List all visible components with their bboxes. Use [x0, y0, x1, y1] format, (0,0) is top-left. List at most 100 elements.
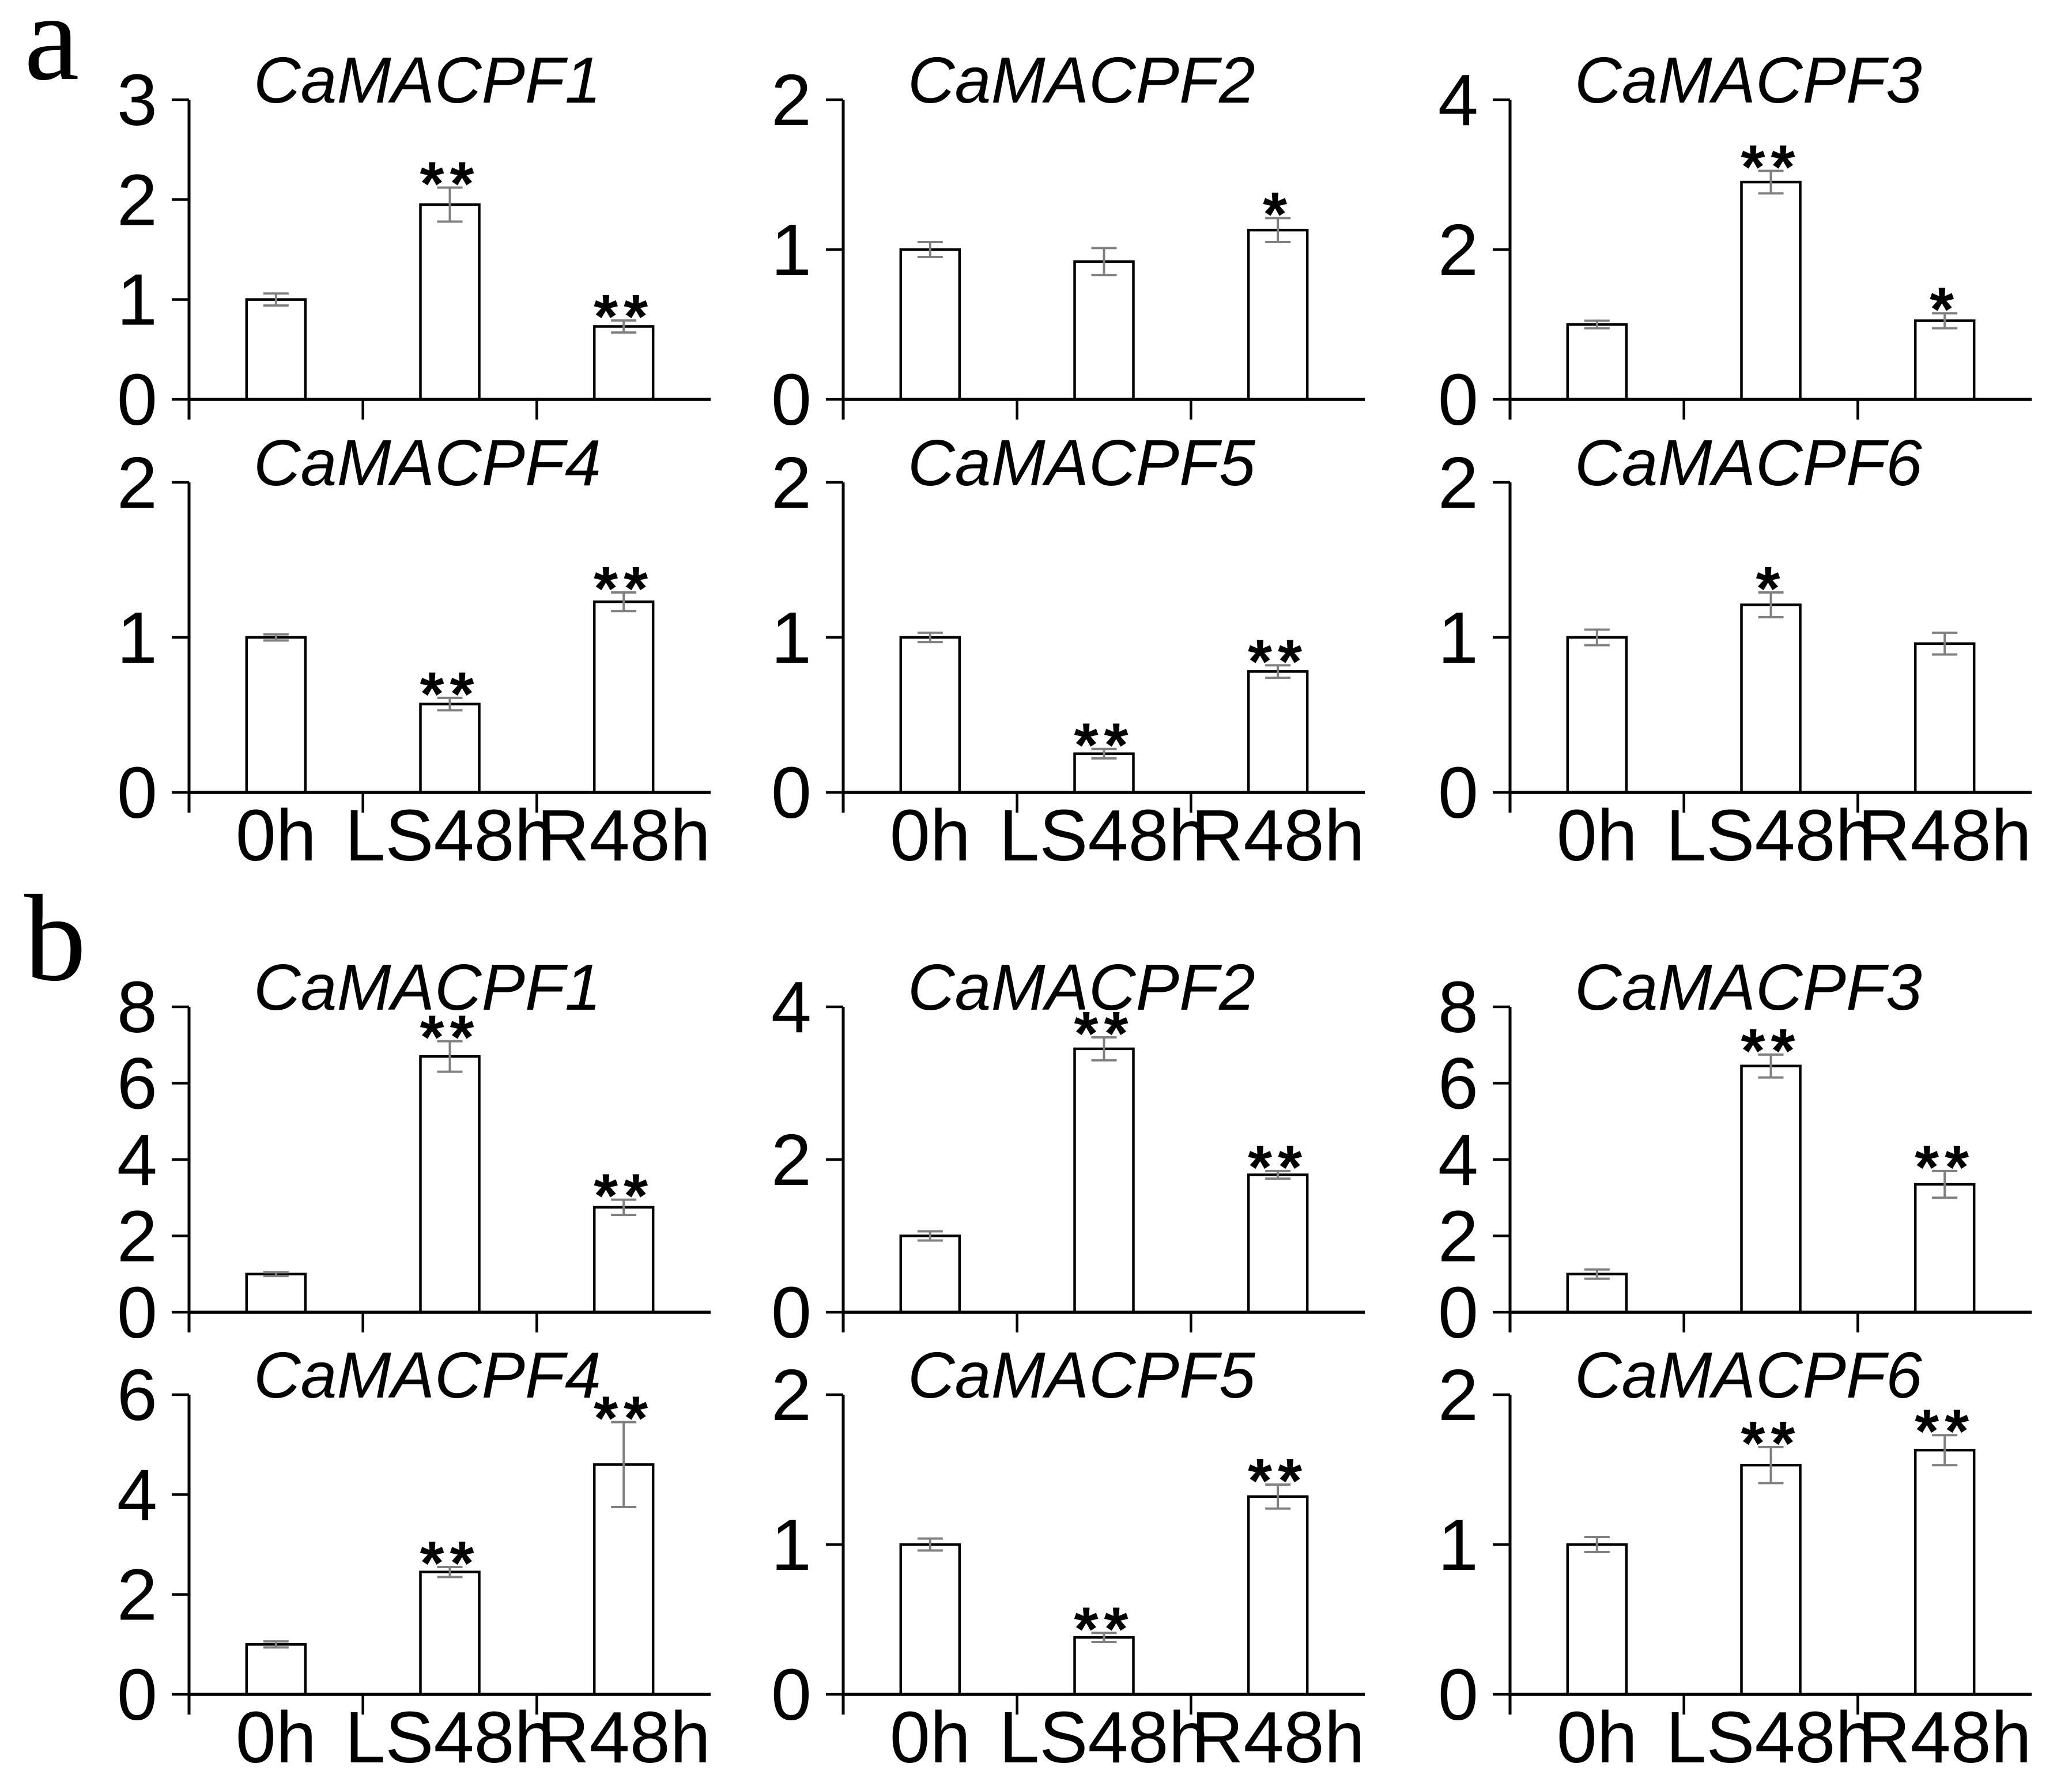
- x-axis-label-r48h: R48h: [1191, 795, 1365, 876]
- error-bar-0h: [1584, 1536, 1610, 1553]
- significance-marker-r48h: **: [594, 1383, 654, 1453]
- significance-marker-r48h: **: [1915, 1132, 1975, 1202]
- error-bar-ls48h: [1758, 1446, 1784, 1485]
- error-bar-ls48h: [437, 696, 463, 712]
- significance-marker-ls48h: **: [1741, 1015, 1801, 1085]
- bar-r48h: [1247, 1495, 1309, 1696]
- y-tick-label: 0: [771, 752, 812, 833]
- significance-marker-r48h: **: [594, 1161, 654, 1230]
- subplot-a-camacpf1: ** ** 0 1 2 3 CaMACPF1: [117, 44, 711, 440]
- subplot-a-camacpf3: ***024 CaMACPF3: [1438, 44, 2032, 440]
- subplot-b-camacpf5: 0h ** LS48h ** R48h 0 1 2 CaMACPF5: [771, 1339, 1365, 1778]
- significance-marker-ls48h: **: [1074, 1594, 1134, 1663]
- subplot-title: CaMACPF6: [1575, 1339, 1922, 1411]
- bar-r48h: [1247, 228, 1309, 401]
- y-tick-label: 4: [1438, 59, 1478, 141]
- bar-ls48h: [1740, 1463, 1802, 1696]
- significance-marker-r48h: **: [1248, 1132, 1308, 1202]
- error-bar-0h: [917, 631, 943, 644]
- bar-0h: [1566, 323, 1628, 401]
- x-axis-label-ls48h: LS48h: [1666, 1697, 1875, 1778]
- error-bar-ls48h: [437, 1566, 463, 1579]
- error-bar-0h: [263, 292, 289, 307]
- subplot-title: CaMACPF2: [908, 44, 1255, 116]
- error-bar-r48h: [611, 1198, 637, 1217]
- bar-0h: [1566, 1543, 1628, 1696]
- y-tick-label: 2: [1438, 1196, 1478, 1277]
- y-tick-label: 2: [1438, 209, 1478, 290]
- bar-ls48h: [419, 203, 481, 401]
- error-bar-ls48h: [1758, 169, 1784, 195]
- y-tick-label: 1: [117, 259, 157, 341]
- bar-0h: [899, 1543, 961, 1696]
- y-tick-label: 4: [771, 966, 812, 1048]
- y-tick-label: 2: [771, 442, 812, 523]
- bar-0h: [245, 298, 307, 401]
- y-tick-label: 4: [117, 1454, 157, 1535]
- y-tick-label: 0: [1438, 359, 1478, 440]
- error-bar-0h: [263, 633, 289, 642]
- error-bar-ls48h: [1091, 747, 1117, 760]
- bar-0h: [245, 1273, 307, 1314]
- bar-ls48h: [1073, 1047, 1135, 1314]
- subplot-title: CaMACPF5: [908, 1339, 1256, 1411]
- y-tick-label: 0: [117, 1654, 157, 1735]
- x-axis-label-ls48h: LS48h: [999, 795, 1209, 876]
- bar-r48h: [1914, 642, 1976, 794]
- error-bar-r48h: [1932, 312, 1958, 330]
- significance-marker-r48h: **: [1248, 626, 1308, 696]
- error-bar-0h: [917, 241, 943, 258]
- error-bar-r48h: [611, 1421, 637, 1508]
- error-bar-r48h: [1932, 631, 1958, 656]
- subplot-a-camacpf2: * 0 1 2 CaMACPF2: [771, 44, 1365, 440]
- x-axis-label-r48h: R48h: [1191, 1697, 1365, 1778]
- x-axis-label-0h: 0h: [236, 1697, 316, 1778]
- error-bar-r48h: [1932, 1169, 1958, 1199]
- error-bar-r48h: [1265, 217, 1291, 243]
- significance-marker-ls48h: *: [1756, 553, 1786, 623]
- y-tick-label: 8: [117, 966, 157, 1048]
- subplot-title: CaMACPF1: [254, 951, 601, 1024]
- bar-ls48h: [1740, 1064, 1802, 1314]
- error-bar-ls48h: [1758, 1053, 1784, 1079]
- y-tick-label: 2: [117, 159, 157, 240]
- y-tick-label: 6: [117, 1354, 157, 1436]
- bar-r48h: [1914, 1183, 1976, 1314]
- error-bar-0h: [1584, 319, 1610, 330]
- y-tick-label: 4: [1438, 1119, 1478, 1200]
- significance-marker-r48h: *: [1263, 179, 1293, 248]
- y-tick-label: 1: [117, 597, 157, 678]
- y-tick-label: 0: [771, 1272, 812, 1353]
- error-bar-ls48h: [437, 186, 463, 223]
- bar-ls48h: [1073, 260, 1135, 401]
- subplot-a-camacpf4: 0h ** LS48h ** R48h 0 1 2 CaMACPF4: [117, 426, 711, 876]
- y-tick-label: 2: [771, 1354, 812, 1436]
- bar-0h: [899, 248, 961, 401]
- bar-0h: [1566, 1273, 1628, 1314]
- significance-marker-ls48h: **: [420, 1002, 480, 1072]
- significance-marker-r48h: **: [1248, 1445, 1308, 1515]
- y-tick-label: 1: [771, 1504, 812, 1585]
- y-tick-label: 3: [117, 59, 157, 141]
- y-tick-label: 6: [1438, 1043, 1478, 1124]
- bar-r48h: [1247, 1173, 1309, 1314]
- x-axis-label-r48h: R48h: [1858, 1697, 2032, 1778]
- bar-0h: [1566, 636, 1628, 794]
- x-axis-label-ls48h: LS48h: [345, 795, 554, 876]
- error-bar-ls48h: [437, 1040, 463, 1073]
- subplot-b-camacpf2: ** ** 0 2 4 CaMACPF2: [771, 951, 1365, 1353]
- x-axis-label-r48h: R48h: [1858, 795, 2032, 876]
- bar-ls48h: [1740, 180, 1802, 401]
- error-bar-ls48h: [1091, 247, 1117, 277]
- error-bar-0h: [263, 1640, 289, 1649]
- subplot-b-camacpf4: 0h ** LS48h ** R48h 0 2 4 6 CaMACPF4: [117, 1339, 711, 1778]
- y-tick-label: 0: [117, 359, 157, 440]
- panel-a-label: a: [24, 0, 80, 106]
- x-axis-label-ls48h: LS48h: [1666, 795, 1875, 876]
- bar-0h: [245, 636, 307, 794]
